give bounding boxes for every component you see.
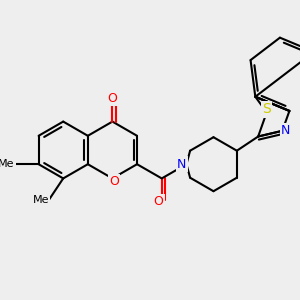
Text: O: O (109, 175, 119, 188)
Text: Me: Me (33, 195, 50, 205)
Text: N: N (177, 158, 186, 171)
Text: N: N (281, 124, 290, 137)
Text: S: S (262, 102, 271, 116)
Text: Me: Me (0, 159, 15, 169)
Text: O: O (107, 92, 117, 105)
Text: O: O (154, 195, 164, 208)
